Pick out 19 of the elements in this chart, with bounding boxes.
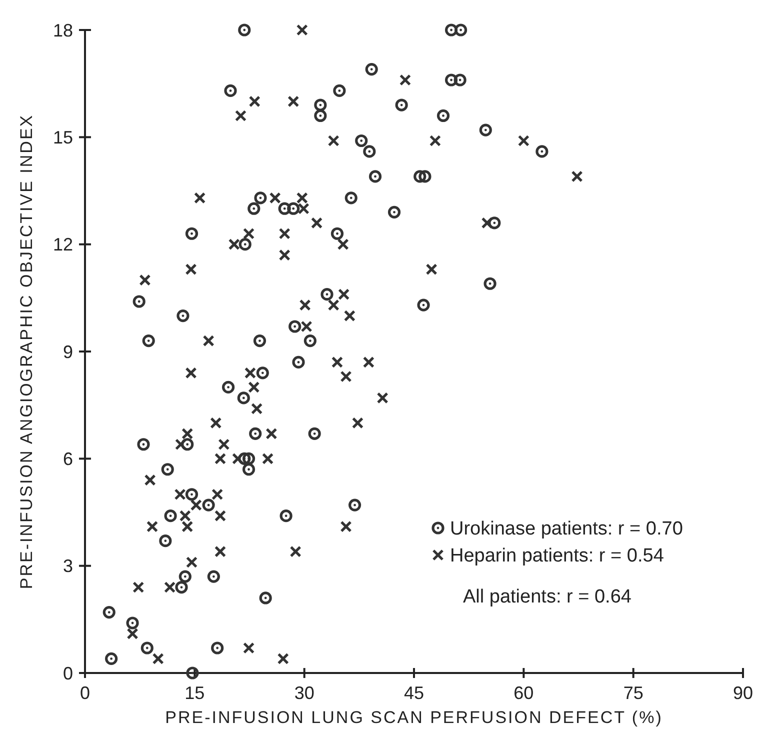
x-tick-label: 15	[184, 683, 205, 703]
y-tick-label: 9	[62, 342, 73, 362]
y-tick-label: 15	[52, 127, 73, 148]
x-tick-label: 45	[404, 683, 424, 703]
legend-label: Urokinase patients: r = 0.70	[450, 518, 683, 540]
y-tick-label: 18	[52, 20, 73, 40]
y-tick-label: 6	[62, 448, 73, 469]
x-tick-label: 75	[623, 683, 644, 703]
x-tick-label: 30	[294, 683, 314, 703]
legend-label: Heparin patients: r = 0.54	[450, 546, 664, 567]
x-axis-title: PRE-INFUSION LUNG SCAN PERFUSION DEFECT (%)	[165, 708, 663, 727]
x-tick-label: 0	[80, 683, 90, 703]
y-tick-label: 12	[52, 234, 73, 255]
x-tick-label: 90	[732, 683, 754, 703]
y-axis-title: PRE-INFUSION ANGIOGRAPHIC OBJECTIVE INDEX	[17, 114, 36, 590]
annotation: All patients: r = 0.64	[463, 586, 632, 608]
x-tick-label: 60	[514, 683, 534, 703]
y-tick-label: 3	[62, 556, 73, 576]
y-tick-label: 0	[62, 663, 73, 684]
